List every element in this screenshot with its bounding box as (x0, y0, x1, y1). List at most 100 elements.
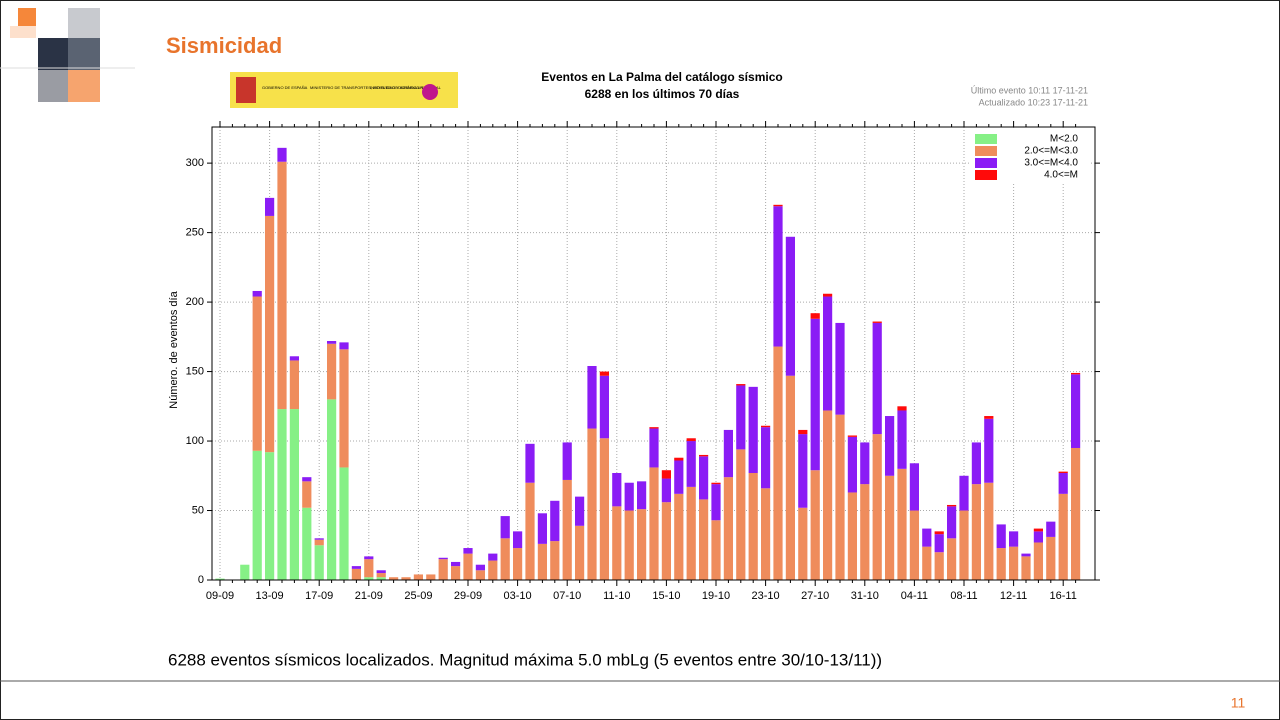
bar-segment (252, 290, 262, 297)
bar-segment (289, 360, 299, 410)
bar-segment (1033, 531, 1043, 543)
y-tick-label: 300 (186, 157, 204, 169)
bar-segment (1071, 374, 1081, 448)
bar-segment (947, 506, 957, 539)
bar-segment (872, 434, 882, 580)
legend-label: 2.0<=M<3.0 (1024, 146, 1078, 157)
bar-segment (364, 556, 374, 560)
bar-segment (736, 449, 746, 580)
bar-segment (575, 496, 585, 526)
bar-segment (711, 482, 721, 485)
y-tick-label: 250 (186, 227, 204, 239)
bar-segment (488, 560, 498, 580)
x-tick-label: 07-10 (553, 590, 581, 602)
x-tick-label: 09-09 (206, 590, 234, 602)
bar-segment (823, 296, 833, 411)
annotation: Actualizado 10:23 17-11-21 (979, 97, 1088, 107)
bar-segment (351, 566, 361, 569)
square (68, 38, 100, 70)
bar-segment (810, 318, 820, 471)
bar-segment (711, 484, 721, 521)
bar-segment (872, 322, 882, 435)
bar-segment (599, 438, 609, 580)
x-tick-label: 25-09 (404, 590, 432, 602)
bar-segment (438, 559, 448, 580)
bar-segment (289, 356, 299, 361)
bar-segment (525, 482, 535, 580)
bar-segment (252, 450, 262, 580)
bar-segment (686, 486, 696, 580)
bar-segment (451, 566, 461, 580)
bar-segment (1046, 536, 1056, 580)
bar-segment (513, 548, 523, 580)
bar-segment (1071, 372, 1081, 375)
bar-segment (277, 161, 287, 410)
bar-segment (699, 499, 709, 580)
legend-label: 4.0<=M (1044, 170, 1078, 181)
bar-segment (637, 509, 647, 580)
x-tick-label: 23-10 (752, 590, 780, 602)
bar-segment (736, 385, 746, 450)
bar-segment (240, 564, 250, 580)
bar-segment (798, 434, 808, 508)
x-tick-label: 29-09 (454, 590, 482, 602)
bar-segment (897, 468, 907, 580)
bar-segment (823, 293, 833, 297)
bar-segment (835, 322, 845, 415)
page-number: 11 (1231, 695, 1246, 711)
y-tick-label: 100 (186, 435, 204, 447)
x-tick-label: 19-10 (702, 590, 730, 602)
bar-segment (550, 541, 560, 580)
bar-segment (302, 481, 312, 508)
bar-segment (265, 197, 275, 216)
bar-segment (376, 570, 386, 574)
bar-segment (773, 204, 783, 207)
bar-segment (475, 570, 485, 580)
bar-segment (761, 425, 771, 428)
bar-segment (624, 482, 634, 511)
y-tick-label: 200 (186, 296, 204, 308)
bar-segment (674, 493, 684, 580)
bar-segment (376, 577, 386, 580)
bar-segment (649, 467, 659, 580)
bar-segment (488, 553, 498, 561)
bar-segment (438, 557, 448, 560)
bar-segment (674, 457, 684, 461)
bar-segment (500, 516, 510, 539)
bar-segment (847, 436, 857, 493)
bar-segment (761, 488, 771, 580)
bar-segment (525, 443, 535, 483)
bar-segment (947, 504, 957, 507)
bar-segment (500, 538, 510, 580)
legend-swatch (975, 134, 997, 144)
bar-segment (922, 546, 932, 580)
bar-segment (971, 442, 981, 485)
bar-segment (971, 484, 981, 580)
bar-segment (810, 313, 820, 319)
bar-segment (252, 296, 262, 451)
bar-segment (389, 577, 399, 580)
legend-swatch (975, 170, 997, 180)
bar-segment (785, 375, 795, 580)
x-tick-label: 13-09 (256, 590, 284, 602)
bar-segment (463, 548, 473, 554)
bar-segment (699, 454, 709, 457)
bar-segment (897, 410, 907, 469)
bar-segment (599, 371, 609, 376)
bar-segment (562, 442, 572, 480)
bar-segment (649, 428, 659, 468)
logos: GOBIERNO DE ESPAÑA MINISTERIO DE TRANSPO… (230, 72, 458, 108)
bar-segment (748, 473, 758, 580)
bar-segment (711, 520, 721, 580)
chart-title: Eventos en La Palma del catálogo sísmico (541, 70, 782, 84)
bar-segment (562, 479, 572, 580)
bar-segment (289, 409, 299, 580)
bar-segment (835, 414, 845, 580)
logo-text: MINISTERIO DE TRANSPORTES, MOVILIDAD Y A… (310, 85, 435, 90)
bar-segment (327, 343, 337, 400)
legend-label: M<2.0 (1050, 134, 1079, 145)
bar-segment (339, 467, 349, 580)
x-tick-label: 15-10 (652, 590, 680, 602)
bar-segment (686, 441, 696, 487)
